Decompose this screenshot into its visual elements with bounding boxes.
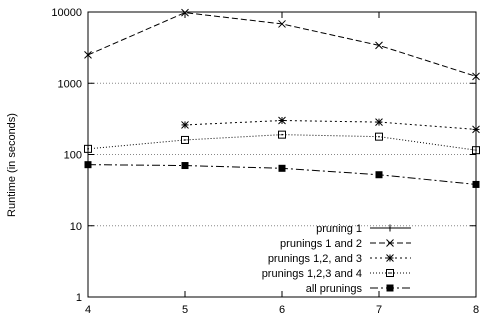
legend-label: prunings 1,2, and 3 xyxy=(268,253,362,265)
data-point xyxy=(181,135,189,144)
legend-entry: pruning 1 xyxy=(316,223,411,235)
series-layer xyxy=(84,8,480,188)
data-point xyxy=(278,116,286,125)
legend-marker xyxy=(386,269,394,277)
y-tick-label: 100 xyxy=(64,150,82,162)
data-point xyxy=(84,51,92,59)
x-tick-label: 8 xyxy=(473,304,479,316)
data-point xyxy=(375,41,383,50)
legend-label: all prunings xyxy=(306,283,363,295)
legend-entry: prunings 1,2,3 and 4 xyxy=(262,268,411,280)
legend: pruning 1 prunings 1 and 2 prunings 1,2, a… xyxy=(262,223,411,295)
y-axis: 1 10 100 1000 10000 xyxy=(51,7,476,304)
y-tick-label: 1000 xyxy=(58,78,82,90)
data-point xyxy=(84,144,92,153)
data-point xyxy=(278,164,286,172)
legend-marker xyxy=(386,239,394,247)
series-4 xyxy=(84,130,480,155)
y-tick-label: 10 xyxy=(70,221,82,233)
x-tick-label: 4 xyxy=(85,304,91,316)
y-tick-label: 10000 xyxy=(51,7,82,19)
data-point xyxy=(181,121,189,129)
grid xyxy=(88,82,476,227)
series-3 xyxy=(181,116,480,134)
series-5 xyxy=(84,161,480,188)
legend-label: pruning 1 xyxy=(316,223,362,235)
y-axis-label: Runtime (in seconds) xyxy=(6,113,18,217)
legend-marker xyxy=(386,224,394,232)
x-tick-label: 7 xyxy=(376,304,382,316)
x-tick-label: 5 xyxy=(182,304,188,316)
data-point xyxy=(375,132,383,141)
x-axis: 4 5 6 7 8 xyxy=(85,12,479,316)
data-point xyxy=(181,8,189,17)
legend-label: prunings 1,2,3 and 4 xyxy=(262,268,362,280)
series-line xyxy=(87,134,477,151)
data-point xyxy=(375,171,383,179)
legend-entry: all prunings xyxy=(306,283,411,295)
legend-marker xyxy=(386,284,394,292)
data-point xyxy=(472,180,480,188)
series-line xyxy=(184,120,477,130)
data-point xyxy=(472,125,480,134)
y-tick-label: 1 xyxy=(76,292,82,304)
series-line xyxy=(87,12,477,77)
legend-entry: prunings 1 and 2 xyxy=(280,238,411,250)
legend-entry: prunings 1,2, and 3 xyxy=(268,253,411,265)
legend-label: prunings 1 and 2 xyxy=(280,238,362,250)
data-point xyxy=(181,162,189,170)
series-2 xyxy=(84,8,480,81)
data-point xyxy=(375,118,383,126)
data-point xyxy=(278,20,286,28)
data-point xyxy=(84,161,92,169)
x-tick-label: 6 xyxy=(279,304,285,316)
data-point xyxy=(472,72,480,81)
legend-marker xyxy=(386,254,394,262)
data-point xyxy=(472,146,480,155)
data-point xyxy=(278,130,286,139)
